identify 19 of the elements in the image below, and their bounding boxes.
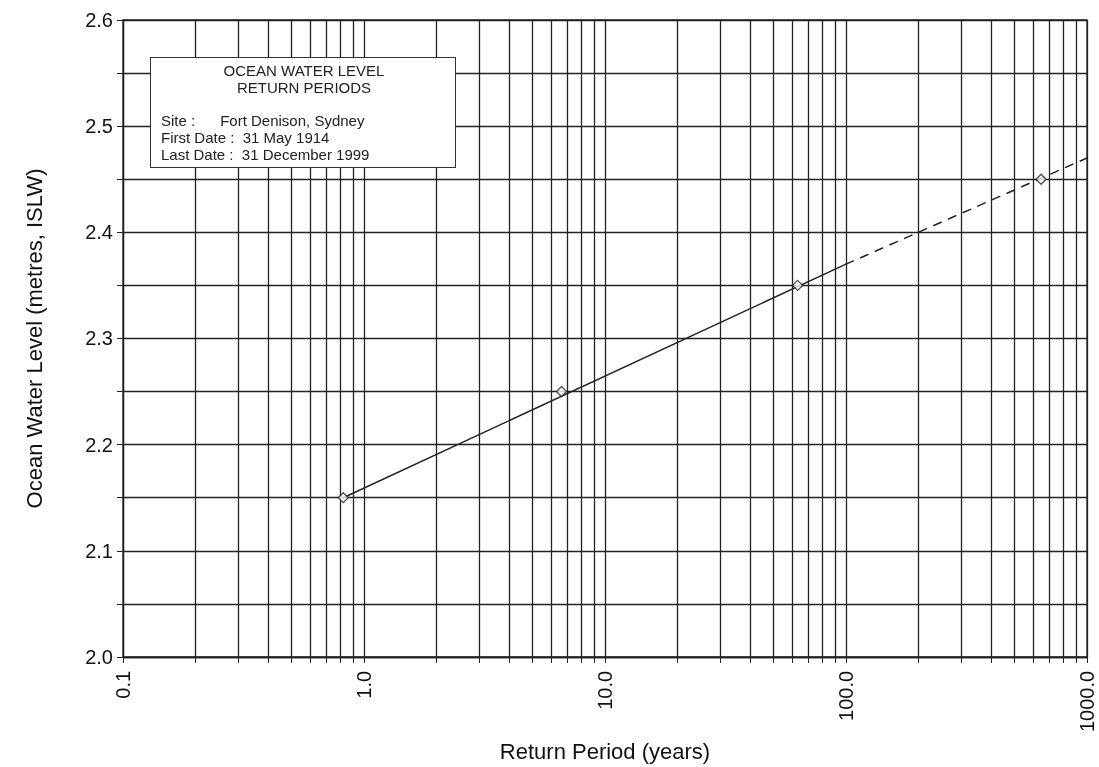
x-axis-title: Return Period (years) [499, 738, 711, 764]
x-tick-label: 1.0 [353, 670, 375, 699]
y-tick-label: 2.2 [85, 433, 113, 456]
x-tick-label: 10.0 [594, 670, 616, 710]
annotation: Last Date : 31 December 1999 [161, 146, 371, 163]
y-tick-label: 2.5 [85, 115, 113, 138]
y-tick-label: 2.6 [85, 9, 113, 31]
y-tick-label: 2.4 [85, 221, 113, 244]
annotation: OCEAN WATER LEVEL [222, 62, 386, 79]
y-tick-label: 2.0 [85, 645, 113, 668]
y-tick-label: 2.1 [85, 539, 113, 562]
annotation: RETURN PERIODS [235, 79, 373, 96]
x-tick-label: 0.1 [112, 670, 134, 699]
annotation: Site : Fort Denison, Sydney [161, 112, 366, 129]
x-tick-label: 100.0 [835, 670, 857, 721]
annotation: First Date : 31 May 1914 [161, 129, 331, 146]
y-axis-title: Ocean Water Level (metres, ISLW) [21, 168, 47, 509]
x-tick-label: 1000.0 [1076, 670, 1098, 733]
y-tick-label: 2.3 [85, 327, 113, 350]
